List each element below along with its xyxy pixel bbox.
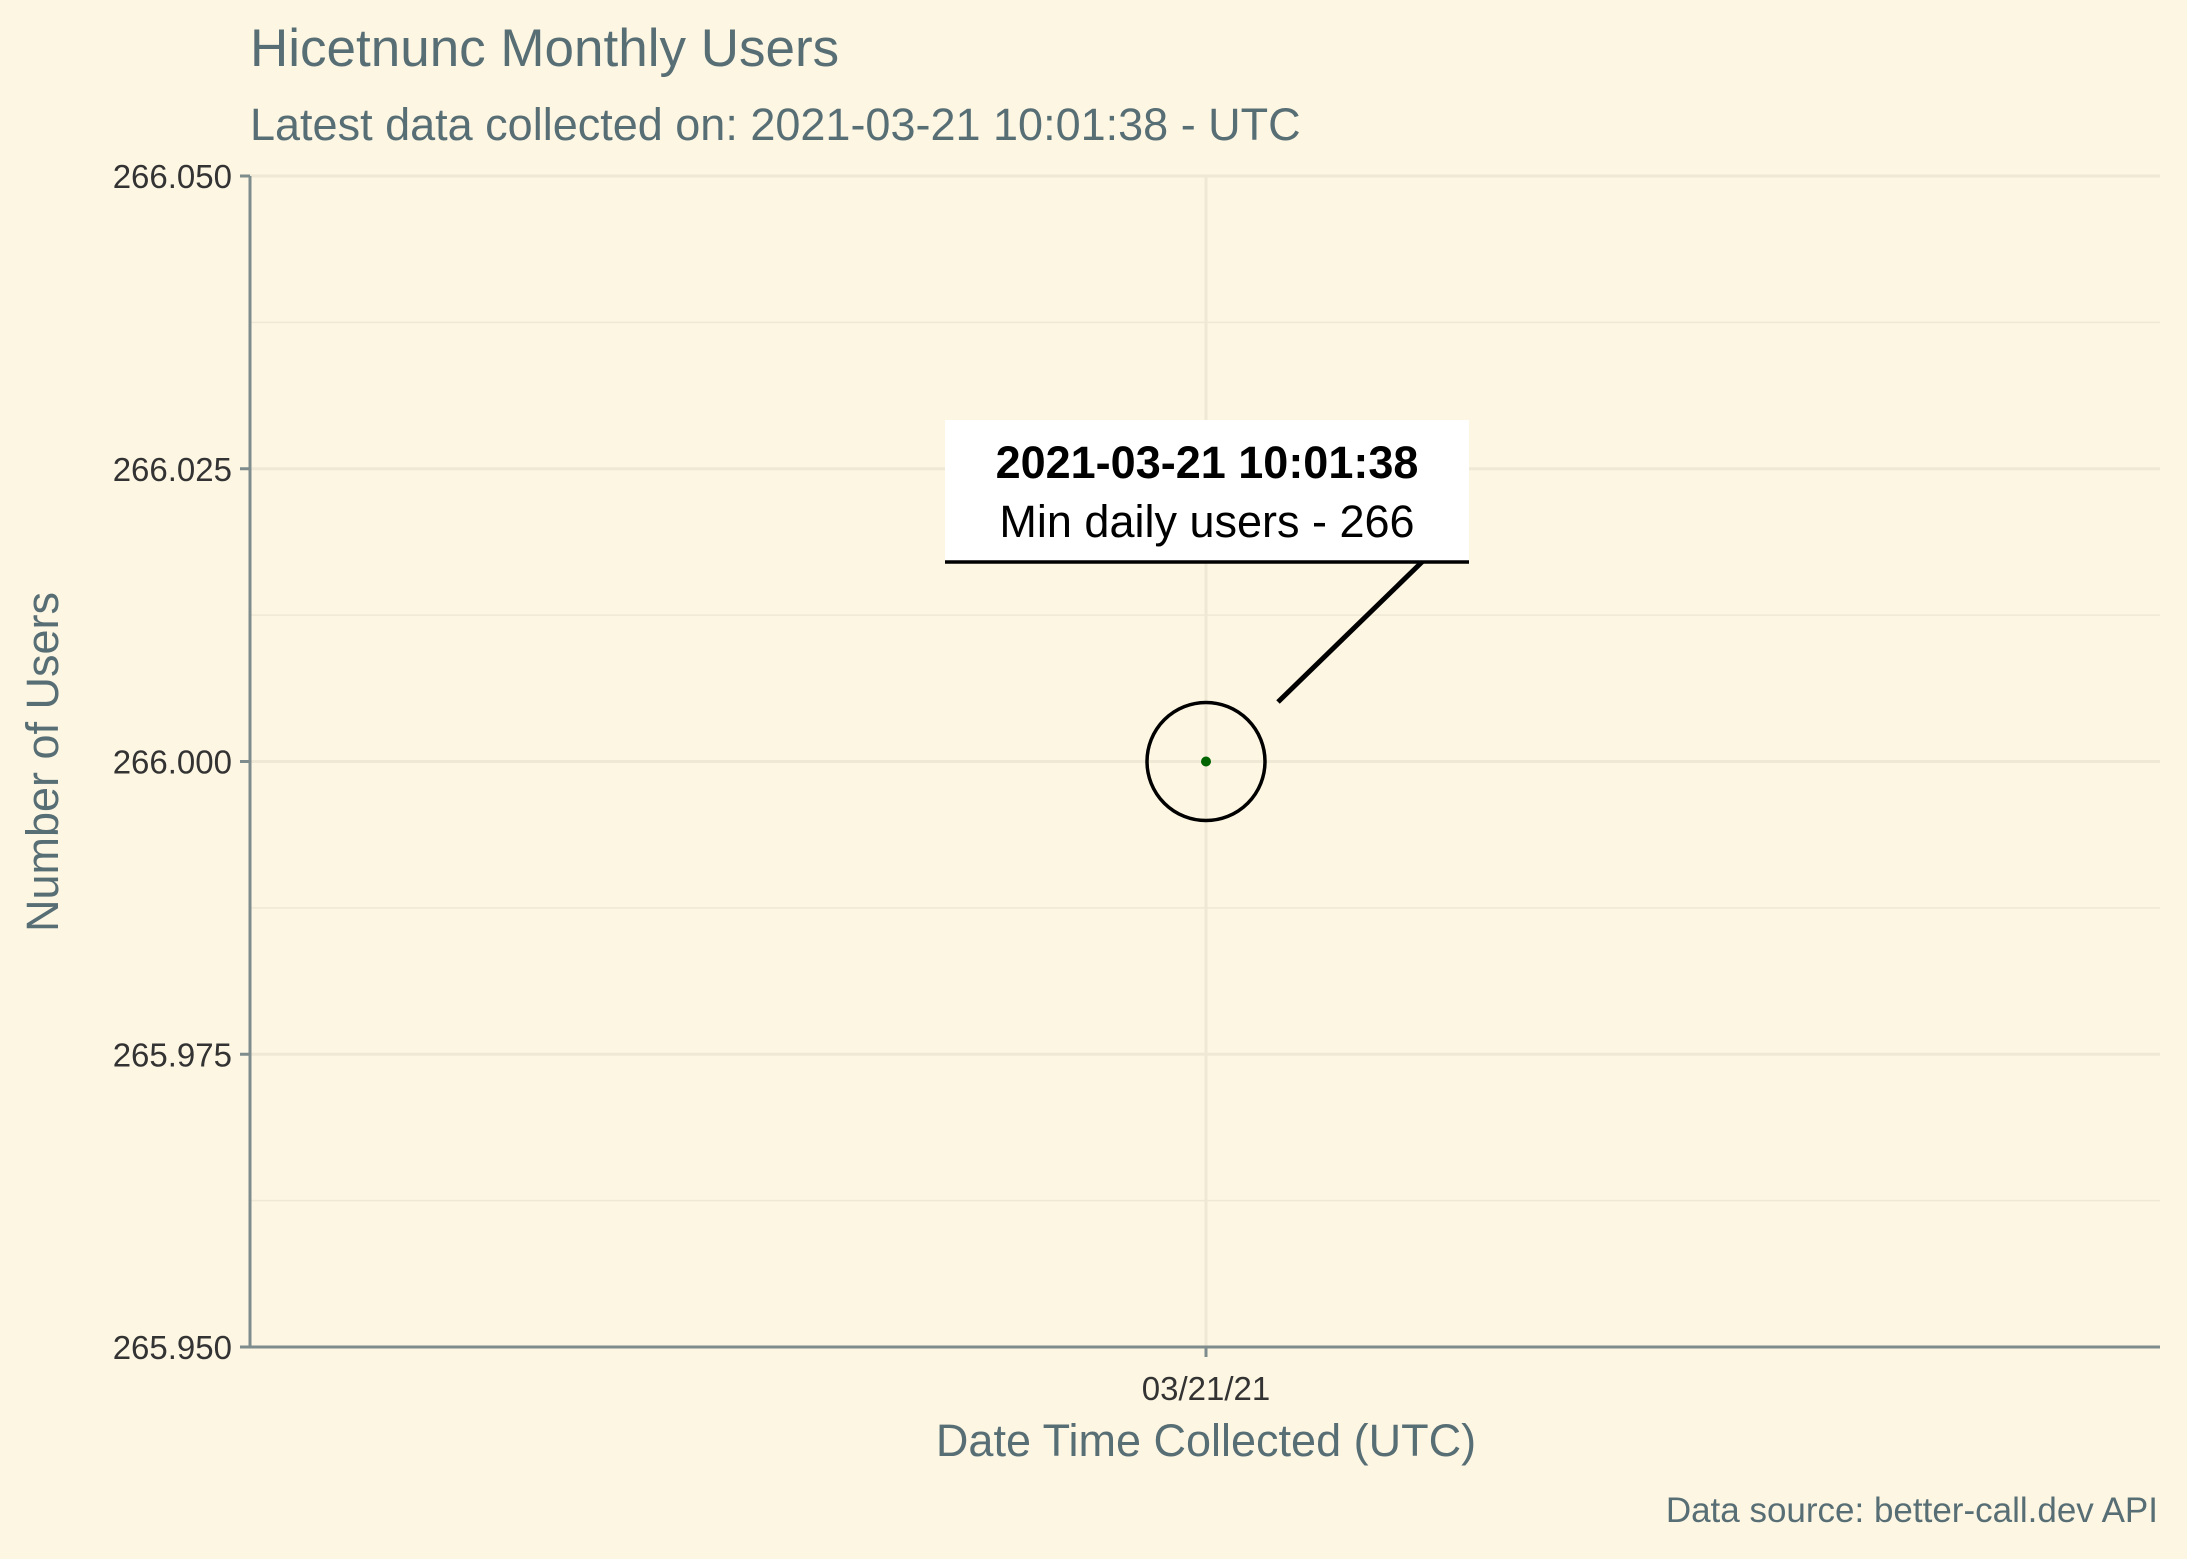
annotation-title: 2021-03-21 10:01:38 [996, 437, 1419, 488]
data-point [1201, 756, 1211, 767]
annotation-highlight-circle [1145, 700, 1267, 823]
y-tick-label: 266.025 [113, 451, 232, 488]
annotation-layer: 2021-03-21 10:01:38 Min daily users - 26… [945, 420, 1469, 823]
y-tick-label: 266.050 [113, 158, 232, 195]
x-tick-label: 03/21/21 [1142, 1370, 1270, 1407]
y-tick-label: 266.000 [113, 744, 232, 781]
annotation-text: Min daily users - 266 [999, 496, 1414, 547]
chart-subtitle: Latest data collected on: 2021-03-21 10:… [250, 99, 1301, 150]
points-layer [1201, 756, 1211, 767]
chart-title: Hicetnunc Monthly Users [250, 19, 839, 78]
annotation-box [945, 420, 1469, 561]
ticks-layer: 265.950 265.975 266.000 266.025 266.050 03/21… [113, 158, 1271, 1407]
y-tick-label: 265.975 [113, 1036, 232, 1073]
x-axis-title: Date Time Collected (UTC) [936, 1415, 1476, 1466]
annotation-leader-line [1276, 559, 1425, 704]
y-tick-label: 265.950 [113, 1329, 232, 1366]
y-axis-title: Number of Users [17, 592, 68, 932]
chart-caption: Data source: better-call.dev API [1666, 1491, 2158, 1530]
